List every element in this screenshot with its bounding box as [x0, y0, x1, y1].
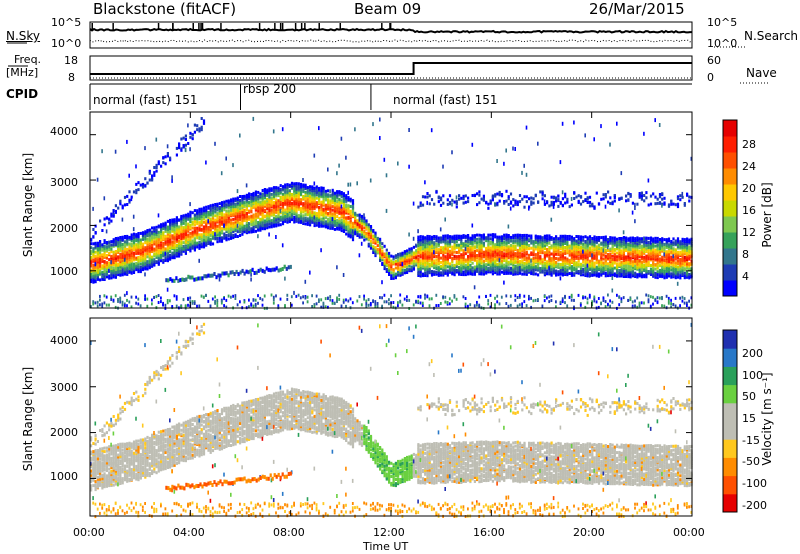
velocity-cbar-tick-m50: -50 — [742, 455, 760, 468]
power-cbar-swatch — [723, 200, 737, 217]
cpid-segment-2: rbsp 200 — [243, 82, 297, 96]
velocity-cbar-tick-m15: -15 — [742, 434, 760, 447]
velocity-cbar-swatch — [723, 330, 737, 349]
cpid-segment-1: normal (fast) 151 — [93, 93, 198, 107]
nsky-label: N.Sky — [6, 29, 41, 43]
power-cbar-tick-8: 8 — [742, 248, 749, 261]
xtick-6: 00:00 — [673, 526, 705, 539]
beam-title: Beam 09 — [354, 0, 422, 18]
freq-panel-frame — [89, 55, 693, 81]
power-cbar-tick-16: 16 — [742, 204, 756, 217]
velocity-ylabel: Slant Range [km] — [21, 366, 35, 472]
power-cbar-tick-4: 4 — [742, 270, 749, 283]
velocity-cbar-swatch — [723, 493, 737, 513]
velocity-cbar-swatch — [723, 384, 737, 404]
power-cbar-swatch — [723, 232, 737, 249]
freq-tick-bottom: 8 — [68, 71, 75, 84]
nsearch-tick-top: 10^5 — [707, 16, 738, 29]
power-cbar-swatch — [723, 264, 737, 281]
nave-tick-bottom: 0 — [707, 71, 714, 84]
power-cbar-tick-24: 24 — [742, 160, 756, 173]
freq-label: Freq. — [14, 53, 42, 66]
xtick-4: 16:00 — [473, 526, 505, 539]
power-cbar-swatch — [723, 248, 737, 265]
power-cbar-tick-28: 28 — [742, 138, 756, 151]
power-cbar-tick-12: 12 — [742, 226, 756, 239]
xtick-0: 00:00 — [73, 526, 105, 539]
velocity-cbar-tick-m100: -100 — [742, 477, 767, 490]
power-cbar-swatch — [723, 152, 737, 169]
power-scatter-cells — [90, 116, 693, 311]
station-title: Blackstone (fitACF) — [93, 0, 237, 18]
power-ytick-3000: 3000 — [50, 176, 78, 189]
power-ytick-1000: 1000 — [50, 265, 78, 278]
velocity-cbar-swatch — [723, 475, 737, 495]
power-cbar-swatch — [723, 216, 737, 233]
power-cbar-swatch — [723, 184, 737, 201]
velocity-cbar-frame — [722, 329, 738, 513]
date-title: 26/Mar/2015 — [589, 0, 685, 18]
velocity-cbar-label: Velocity [m s⁻¹] — [760, 372, 774, 466]
power-cbar-swatch — [723, 136, 737, 153]
velocity-cbar-tick-100: 100 — [742, 369, 763, 382]
power-cbar-swatch — [723, 168, 737, 185]
velocity-cbar-swatch — [723, 402, 737, 422]
nsearch-tick-bottom: 10^0 — [707, 37, 738, 50]
velocity-cbar-swatch — [723, 439, 737, 458]
xtick-3: 12:00 — [373, 526, 405, 539]
velocity-cbar-tick-m200: -200 — [742, 499, 767, 512]
velocity-scatter-cells — [90, 322, 693, 519]
nsearch-label: N.Search — [744, 29, 799, 43]
freq-unit-label: [MHz] — [6, 66, 39, 79]
velocity-cbar-swatch — [723, 366, 737, 386]
freq-line — [90, 62, 692, 75]
power-ytick-4000: 4000 — [50, 125, 78, 138]
velocity-cbar-swatch — [723, 348, 737, 367]
nave-tick-top: 60 — [707, 54, 721, 67]
nsky-tick-top: 10^5 — [51, 16, 82, 29]
freq-tick-top: 18 — [64, 54, 78, 67]
velocity-cbar-swatch — [723, 421, 737, 440]
velocity-cbar-tick-50: 50 — [742, 390, 756, 403]
xtick-2: 08:00 — [273, 526, 305, 539]
power-ytick-2000: 2000 — [50, 222, 78, 235]
velocity-ytick-4000: 4000 — [50, 334, 78, 347]
power-ylabel: Slant Range [km] — [21, 152, 35, 258]
velocity-cbar-tick-15: 15 — [742, 412, 756, 425]
cpid-segment-3: normal (fast) 151 — [393, 93, 498, 107]
velocity-cbar-swatch — [723, 457, 737, 477]
velocity-ytick-1000: 1000 — [50, 470, 78, 483]
velocity-ytick-3000: 3000 — [50, 381, 78, 394]
nsky-tick-bottom: 10^0 — [51, 37, 82, 50]
power-cbar-swatch — [723, 280, 737, 297]
power-cbar-tick-20: 20 — [742, 182, 756, 195]
nave-label: Nave — [746, 66, 777, 80]
power-cbar-frame — [722, 119, 738, 297]
power-cbar-swatch — [723, 120, 737, 137]
x-axis-title: Time UT — [363, 540, 409, 553]
power-cbar-label: Power [dB] — [760, 182, 774, 248]
xtick-5: 20:00 — [573, 526, 605, 539]
xtick-1: 04:00 — [173, 526, 205, 539]
cpid-label: CPID — [6, 87, 39, 101]
velocity-ytick-2000: 2000 — [50, 426, 78, 439]
noise-panel-frame — [89, 21, 693, 49]
velocity-cbar-tick-200: 200 — [742, 347, 763, 360]
nsearch-line — [89, 39, 693, 43]
